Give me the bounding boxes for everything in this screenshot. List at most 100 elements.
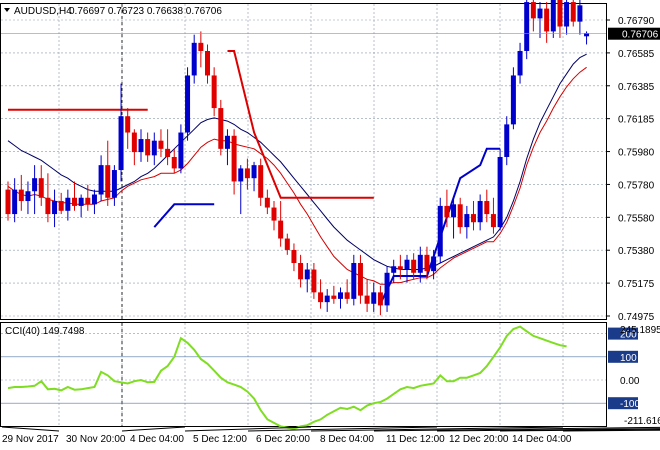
candle bbox=[5, 181, 11, 221]
time-axis[interactable]: 29 Nov 2017 30 Nov 20:00 4 Dec 04:00 5 Dec … bbox=[1, 426, 660, 445]
candle-body bbox=[65, 197, 71, 211]
candle bbox=[437, 197, 443, 263]
candle bbox=[145, 132, 151, 162]
candle-body bbox=[258, 165, 264, 198]
candle bbox=[471, 201, 476, 231]
time-tick-label: 11 Dec 12:00 bbox=[386, 434, 445, 445]
candle-body bbox=[118, 116, 124, 171]
candle-body bbox=[231, 135, 237, 182]
candle-body bbox=[298, 262, 304, 280]
candle-body bbox=[497, 156, 503, 228]
candle-body bbox=[25, 191, 31, 202]
price-tick-label: 0.74975 bbox=[618, 312, 655, 323]
candle bbox=[357, 254, 363, 304]
ma-slow-line bbox=[7, 53, 587, 270]
candle bbox=[264, 189, 270, 215]
candle bbox=[58, 192, 64, 215]
candle bbox=[550, 0, 556, 38]
cci-level-lines bbox=[1, 333, 606, 404]
candle-body bbox=[78, 197, 84, 206]
candle-body bbox=[165, 148, 171, 157]
candle bbox=[411, 253, 417, 280]
time-tick-label: 14 Dec 04:00 bbox=[512, 434, 572, 445]
candle-body bbox=[471, 214, 476, 223]
candle-body bbox=[171, 156, 177, 169]
candle-body bbox=[544, 8, 550, 32]
candle bbox=[384, 266, 390, 312]
time-tick bbox=[373, 426, 660, 432]
candle-body bbox=[524, 2, 530, 51]
candle bbox=[424, 246, 430, 280]
cci-level-label: -100 bbox=[620, 399, 640, 410]
candle bbox=[18, 174, 24, 211]
candle-body bbox=[391, 266, 397, 273]
candle-body bbox=[304, 269, 310, 280]
candle bbox=[151, 132, 157, 166]
cci-level-label: 200 bbox=[620, 330, 637, 341]
candle-body bbox=[318, 292, 324, 303]
current-price-label: 0.76706 bbox=[622, 30, 659, 41]
cci-max-label: 245.1895 bbox=[620, 325, 660, 336]
candle-body bbox=[444, 205, 450, 218]
candle bbox=[537, 2, 543, 38]
time-tick-label: 30 Nov 20:00 bbox=[66, 434, 126, 445]
candle-body bbox=[477, 201, 483, 223]
time-tick-label: 5 Dec 12:00 bbox=[193, 434, 247, 445]
candles bbox=[5, 0, 590, 316]
candle-body bbox=[52, 201, 58, 215]
candle bbox=[244, 158, 250, 190]
time-tick-label: 4 Dec 04:00 bbox=[130, 434, 184, 445]
candle bbox=[205, 44, 210, 84]
cci-scale[interactable]: 200 100 0.00 -100 bbox=[608, 327, 640, 411]
candle bbox=[238, 165, 244, 215]
candle bbox=[105, 140, 111, 206]
candle-body bbox=[18, 189, 24, 202]
candle bbox=[377, 285, 383, 316]
candle-body bbox=[331, 295, 337, 299]
candle-body bbox=[464, 214, 470, 228]
candle-body bbox=[550, 0, 556, 32]
candle bbox=[530, 0, 536, 32]
candle bbox=[111, 165, 117, 206]
candle bbox=[85, 184, 91, 211]
price-tick-label: 0.76790 bbox=[618, 16, 655, 27]
candle-body bbox=[424, 254, 430, 272]
candle-body bbox=[264, 197, 270, 208]
candle-body bbox=[577, 5, 583, 22]
price-scale[interactable]: 0.76790 0.76585 0.76385 0.76185 0.75980 0.757… bbox=[606, 16, 655, 323]
trailing-stop-lines bbox=[8, 50, 501, 305]
candle-body bbox=[484, 201, 490, 215]
candle-body bbox=[244, 168, 250, 179]
candle bbox=[577, 0, 583, 35]
candle bbox=[570, 0, 576, 27]
candle-body bbox=[404, 259, 410, 270]
candle bbox=[524, 0, 530, 60]
candle bbox=[351, 254, 357, 306]
candle-body bbox=[411, 259, 417, 273]
candle bbox=[12, 178, 18, 223]
price-tick-label: 0.75175 bbox=[618, 279, 655, 290]
time-tick bbox=[499, 429, 660, 432]
candle-body bbox=[271, 207, 277, 221]
candle-body bbox=[224, 135, 230, 149]
candle bbox=[138, 129, 144, 162]
time-tick-label: 6 Dec 20:00 bbox=[256, 434, 310, 445]
candle-body bbox=[198, 42, 204, 51]
candle-body bbox=[311, 269, 317, 293]
candle bbox=[91, 189, 97, 215]
candle bbox=[444, 189, 450, 228]
candle bbox=[391, 259, 397, 283]
candle-body bbox=[338, 292, 343, 299]
candle bbox=[191, 34, 197, 84]
candle bbox=[371, 282, 377, 312]
time-tick bbox=[436, 428, 660, 432]
candle bbox=[45, 173, 51, 223]
candle bbox=[258, 158, 264, 206]
cci-level-badge bbox=[608, 350, 638, 363]
trailing-stop-segment bbox=[153, 203, 215, 228]
candle-body bbox=[45, 197, 51, 215]
symbol-dropdown-icon[interactable] bbox=[4, 8, 10, 12]
time-tick-label: 8 Dec 04:00 bbox=[320, 434, 374, 445]
candle-body bbox=[38, 178, 44, 198]
